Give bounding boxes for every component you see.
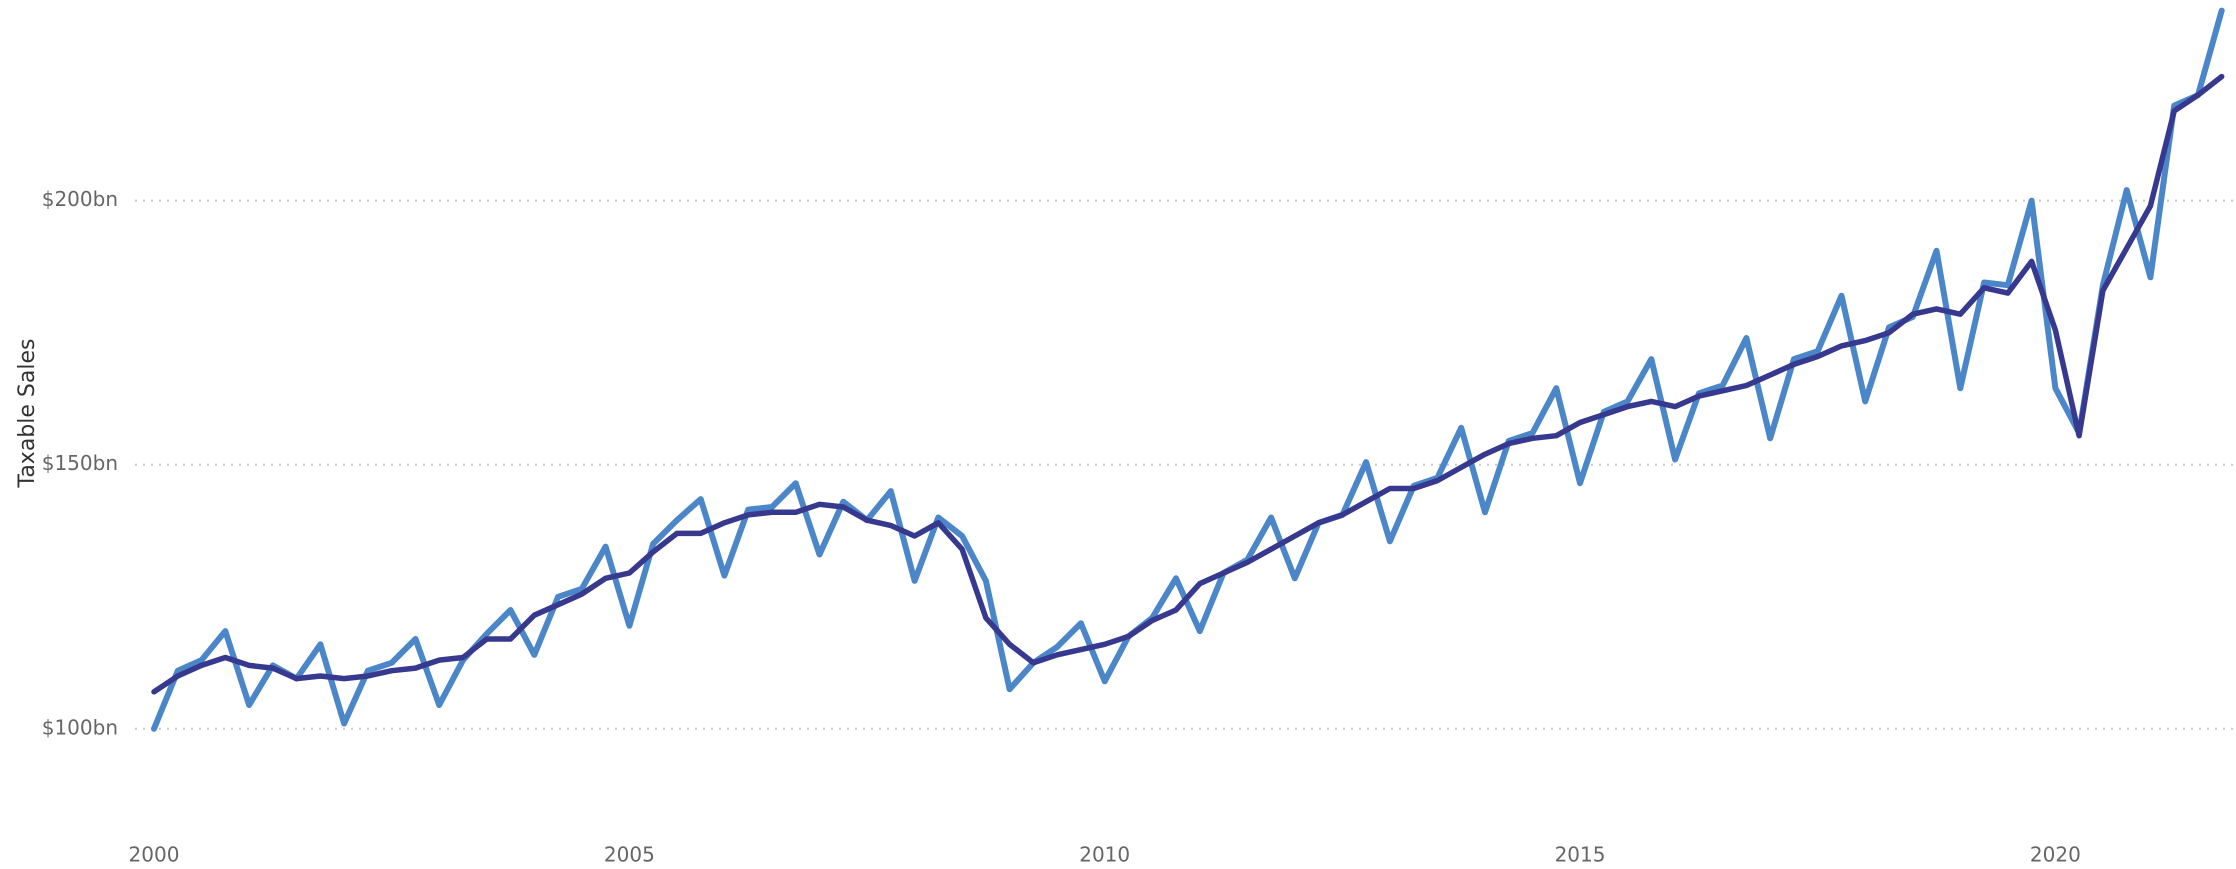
x-tick-label: 2020 xyxy=(2030,843,2081,867)
y-tick-label: $200bn xyxy=(42,187,118,211)
x-tick-label: 2015 xyxy=(1555,843,1606,867)
y-tick-label: $100bn xyxy=(42,715,118,739)
x-tick-label: 2005 xyxy=(604,843,655,867)
series-line xyxy=(151,7,2225,732)
x-tick-label: 2010 xyxy=(1079,843,1130,867)
x-tick-label: 2000 xyxy=(129,843,180,867)
series-line xyxy=(151,73,2225,695)
y-tick-label: $150bn xyxy=(42,451,118,475)
y-axis-label: Taxable Sales xyxy=(15,339,40,489)
